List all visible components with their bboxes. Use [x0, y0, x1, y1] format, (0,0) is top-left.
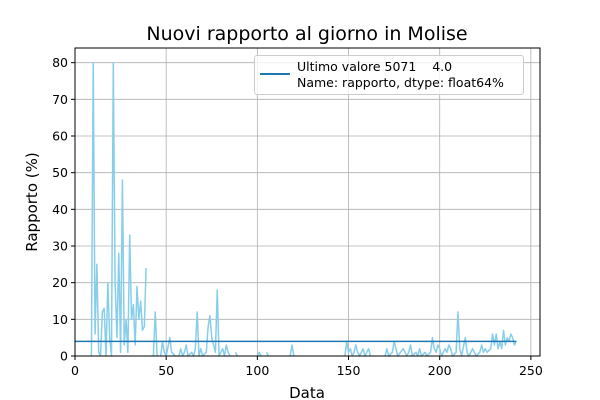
x-axis-label: Data: [289, 384, 325, 400]
legend: Ultimo valore 5071 4.0 Name: rapporto, d…: [254, 55, 524, 95]
y-axis-label: Rapporto (%): [23, 152, 41, 251]
x-tick-label: 100: [245, 363, 269, 378]
y-tick-label: 50: [52, 165, 68, 180]
x-tick-label: 50: [158, 363, 174, 378]
y-tick-label: 70: [52, 92, 68, 107]
legend-swatch: [260, 73, 290, 75]
x-tick-label: 0: [71, 363, 79, 378]
x-tick-label: 250: [519, 363, 543, 378]
legend-label: Ultimo valore 5071 4.0 Name: rapporto, d…: [297, 59, 504, 90]
y-tick-label: 20: [52, 275, 68, 290]
y-tick-label: 10: [52, 312, 68, 327]
y-tick-label: 30: [52, 239, 68, 254]
x-tick-label: 200: [428, 363, 452, 378]
y-tick-label: 60: [52, 129, 68, 144]
y-tick-label: 40: [52, 202, 68, 217]
y-tick-label: 80: [52, 55, 68, 70]
y-tick-label: 0: [60, 349, 68, 364]
x-tick-label: 150: [337, 363, 361, 378]
axes-frame: [74, 47, 541, 357]
chart-title: Nuovi rapporto al giorno in Molise: [146, 23, 467, 45]
